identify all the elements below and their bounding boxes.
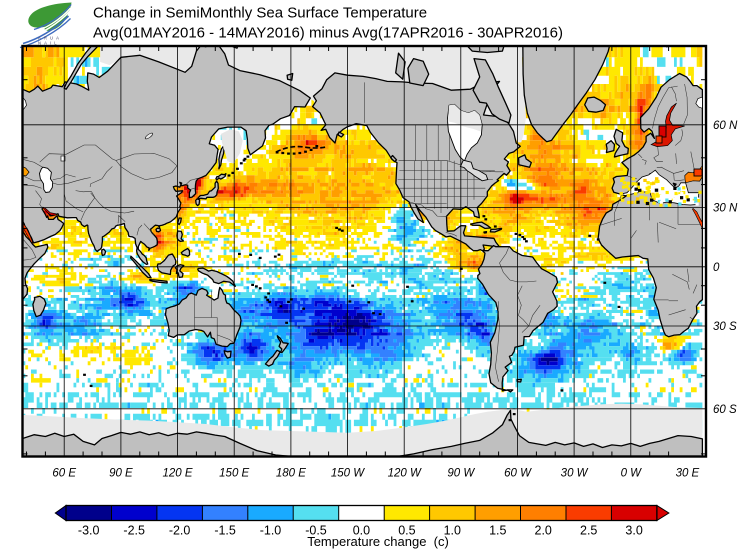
svg-text:60 W: 60 W: [504, 468, 532, 480]
svg-text:90 E: 90 E: [109, 468, 133, 480]
svg-text:Temperature change (c): Temperature change (c): [307, 534, 449, 549]
svg-text:150 W: 150 W: [331, 468, 365, 480]
svg-text:120 W: 120 W: [388, 468, 422, 480]
svg-text:60 S: 60 S: [713, 404, 737, 416]
svg-text:2.0: 2.0: [535, 524, 552, 538]
svg-text:-1.0: -1.0: [260, 524, 282, 538]
svg-text:90 W: 90 W: [447, 468, 475, 480]
svg-text:180 E: 180 E: [276, 468, 306, 480]
svg-text:30 E: 30 E: [676, 468, 700, 480]
svg-text:0 W: 0 W: [621, 468, 643, 480]
svg-text:0: 0: [713, 262, 720, 274]
svg-text:30 W: 30 W: [561, 468, 589, 480]
svg-text:3.0: 3.0: [625, 524, 642, 538]
svg-text:-0.5: -0.5: [305, 524, 327, 538]
svg-text:30 S: 30 S: [713, 321, 737, 333]
svg-text:60 N: 60 N: [713, 120, 738, 132]
svg-text:-2.0: -2.0: [169, 524, 191, 538]
svg-text:1.5: 1.5: [489, 524, 506, 538]
svg-text:120 E: 120 E: [162, 468, 192, 480]
svg-text:Change in SemiMonthly Sea Surf: Change in SemiMonthly Sea Surface Temper…: [93, 5, 427, 22]
svg-text:0.5: 0.5: [398, 524, 415, 538]
svg-text:-3.0: -3.0: [78, 524, 100, 538]
svg-text:ARUA: ARUA: [38, 36, 62, 41]
svg-text:NAIL: NAIL: [38, 41, 60, 46]
svg-text:-2.5: -2.5: [123, 524, 145, 538]
svg-text:Avg(01MAY2016 - 14MAY2016) min: Avg(01MAY2016 - 14MAY2016) minus Avg(17A…: [93, 25, 563, 42]
svg-text:0.0: 0.0: [353, 524, 370, 538]
svg-text:-1.5: -1.5: [214, 524, 236, 538]
svg-text:2.5: 2.5: [580, 524, 597, 538]
svg-text:150 E: 150 E: [219, 468, 249, 480]
svg-text:30 N: 30 N: [713, 203, 738, 215]
svg-text:1.0: 1.0: [444, 524, 461, 538]
svg-text:60 E: 60 E: [52, 468, 76, 480]
